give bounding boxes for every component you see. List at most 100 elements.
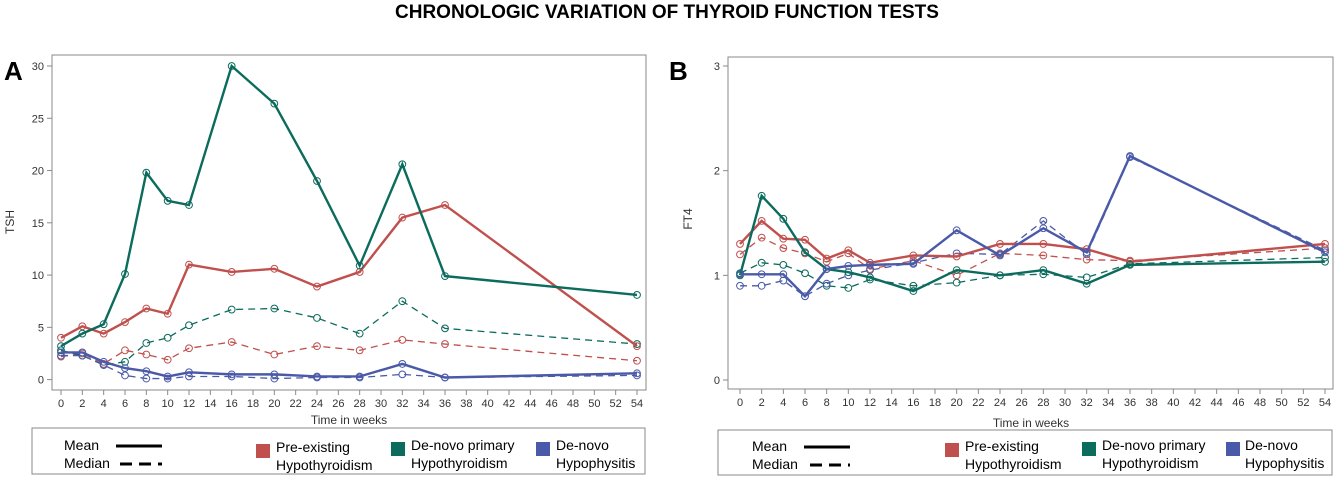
data-point-mean-a	[355, 372, 364, 381]
data-point-median-a	[163, 355, 172, 364]
y-axis-label-a: TSH	[3, 210, 17, 234]
legend-group3-line1-a: De-novo	[556, 437, 609, 453]
data-point-median-a	[142, 374, 151, 383]
legend-mean-label-b: Mean	[752, 438, 787, 454]
data-point-mean-a	[163, 196, 172, 205]
y-tick-label-a: 15	[32, 218, 44, 230]
x-tick-label-b: 24	[994, 397, 1006, 409]
data-point-median-a	[227, 338, 236, 346]
data-point-mean-a	[121, 318, 129, 327]
legend-median-label-a: Median	[64, 455, 110, 471]
data-point-median-a	[142, 339, 151, 347]
data-point-median-a	[121, 371, 129, 380]
y-tick-label-a: 0	[38, 375, 44, 387]
x-tick-label-a: 22	[290, 398, 302, 410]
data-point-median-b	[952, 271, 961, 280]
data-point-median-b	[1082, 255, 1091, 264]
x-tick-label-a: 46	[546, 398, 558, 410]
x-tick-label-b: 4	[780, 397, 786, 409]
data-point-median-a	[398, 335, 407, 344]
x-tick-label-b: 32	[1081, 397, 1093, 409]
data-point-mean-a	[227, 370, 236, 379]
series-line-mean-a	[60, 203, 638, 348]
data-point-mean-b	[1321, 248, 1329, 257]
data-point-median-a	[227, 372, 236, 381]
data-point-mean-b	[779, 214, 788, 223]
data-point-median-a	[270, 350, 279, 359]
data-point-mean-b	[736, 240, 744, 248]
y-tick-label-a: 30	[32, 61, 44, 73]
data-point-mean-a	[142, 367, 151, 376]
data-point-mean-a	[142, 168, 151, 177]
data-point-median-b	[757, 281, 766, 290]
data-point-median-a	[142, 350, 151, 359]
data-point-median-a	[355, 329, 364, 338]
x-tick-label-a: 34	[418, 398, 430, 410]
data-point-mean-a	[441, 201, 449, 209]
x-tick-label-a: 4	[101, 398, 107, 410]
legend-group3-line2-b: Hypophysitis	[1245, 455, 1324, 471]
data-point-median-a	[227, 305, 236, 314]
data-point-mean-b	[909, 251, 918, 260]
data-point-mean-b	[996, 240, 1004, 248]
data-point-mean-b	[952, 252, 961, 261]
data-point-mean-b	[1321, 257, 1329, 266]
data-point-mean-b	[801, 235, 809, 244]
x-tick-label-b: 14	[886, 397, 898, 409]
data-point-mean-a	[99, 320, 108, 329]
y-tick-label-a: 5	[38, 322, 44, 334]
data-point-mean-b	[952, 266, 961, 275]
series-line-mean-b	[738, 193, 1326, 293]
series-line-mean-b	[740, 154, 1326, 299]
data-point-mean-b	[844, 262, 853, 270]
x-tick-label-a: 26	[332, 398, 344, 410]
data-point-median-a	[313, 314, 321, 322]
data-point-median-b	[779, 276, 788, 285]
data-point-mean-b	[801, 248, 809, 257]
x-tick-label-a: 32	[396, 398, 408, 410]
data-point-median-b	[736, 281, 744, 290]
data-point-mean-b	[996, 251, 1004, 260]
data-point-mean-a	[227, 268, 236, 276]
x-tick-label-b: 16	[907, 397, 919, 409]
data-point-median-a	[121, 346, 129, 355]
data-point-mean-a	[142, 304, 151, 313]
data-point-median-b	[801, 269, 809, 278]
data-point-mean-b	[1039, 224, 1048, 233]
x-tick-label-a: 30	[375, 398, 387, 410]
legend-group1-line1-b: Pre-existing	[965, 438, 1039, 454]
data-point-mean-b	[1082, 248, 1091, 257]
y-tick-label-b: 2	[714, 166, 720, 178]
data-point-median-a	[398, 370, 407, 379]
data-point-mean-b	[1126, 152, 1134, 160]
x-tick-label-b: 2	[759, 397, 765, 409]
legend-swatch-denovo-primary-b	[1082, 442, 1096, 456]
data-point-median-b	[779, 260, 788, 269]
x-tick-label-a: 54	[631, 398, 643, 410]
x-tick-label-b: 54	[1319, 397, 1331, 409]
x-tick-label-a: 10	[162, 398, 174, 410]
data-point-mean-a	[78, 329, 87, 338]
data-point-mean-a	[57, 348, 65, 357]
data-point-median-b	[866, 266, 874, 275]
data-point-median-a	[398, 297, 407, 306]
x-tick-label-b: 10	[842, 397, 854, 409]
data-point-median-a	[185, 344, 193, 353]
data-point-mean-b	[822, 254, 831, 263]
data-point-mean-a	[270, 99, 279, 108]
panel-label-a: A	[4, 56, 23, 86]
x-tick-label-b: 26	[1016, 397, 1028, 409]
x-tick-label-a: 40	[482, 398, 494, 410]
data-point-median-b	[1321, 253, 1329, 262]
data-point-mean-b	[757, 191, 766, 200]
data-point-mean-b	[1321, 240, 1329, 248]
data-point-mean-a	[355, 268, 364, 276]
y-tick-label-a: 25	[32, 113, 44, 125]
data-point-mean-a	[78, 322, 87, 331]
data-point-mean-a	[163, 309, 172, 318]
data-point-mean-b	[757, 217, 766, 225]
x-tick-label-a: 28	[354, 398, 366, 410]
